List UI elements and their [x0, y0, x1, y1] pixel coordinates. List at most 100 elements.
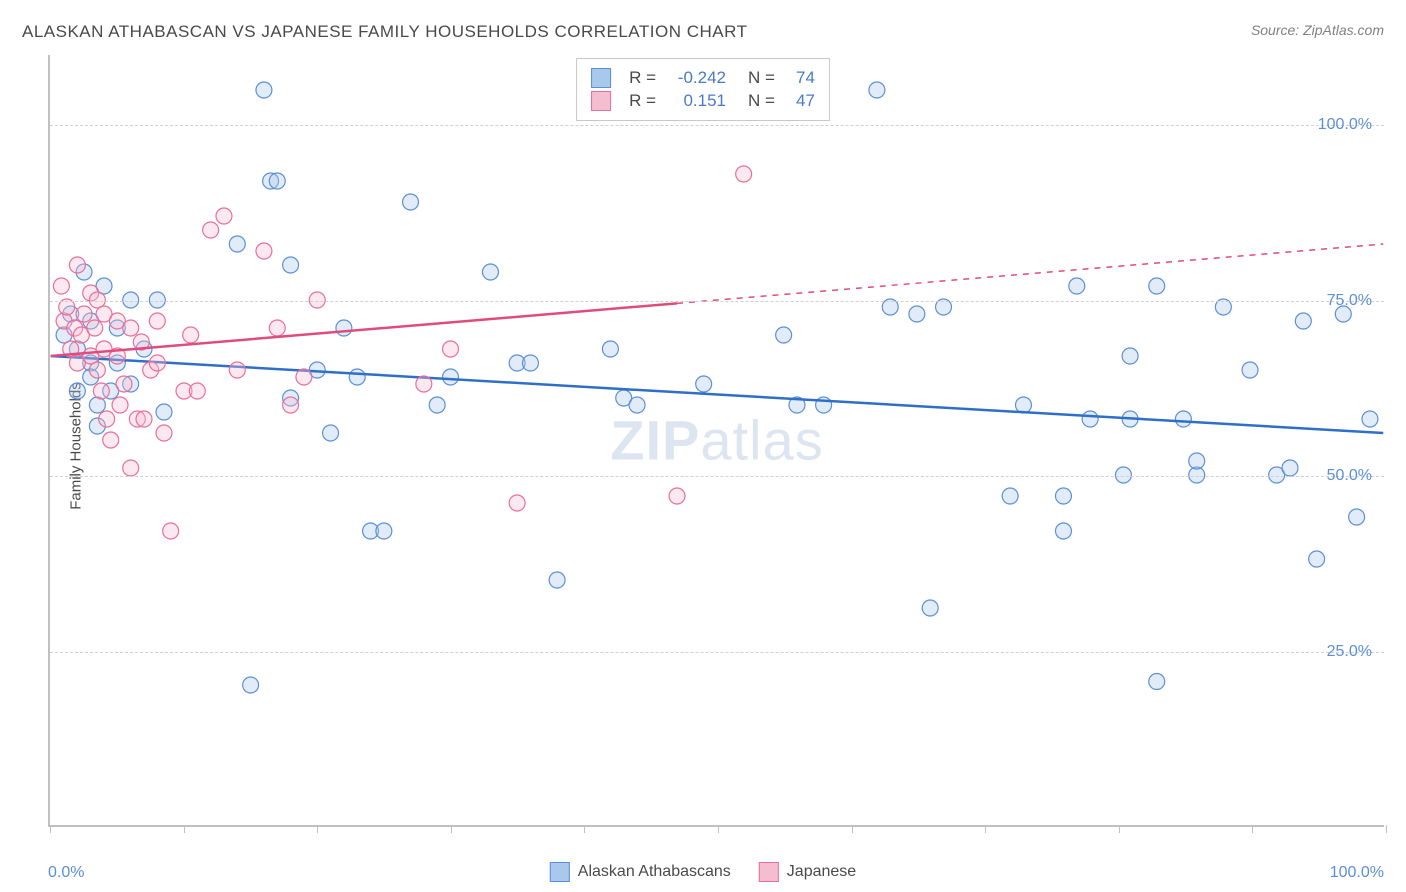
data-point [229, 236, 245, 252]
data-point [522, 355, 538, 371]
data-point [669, 488, 685, 504]
stat-r-value: 0.151 [666, 91, 726, 111]
series-legend: Alaskan Athabascans Japanese [550, 862, 856, 882]
stat-r-value: -0.242 [666, 68, 726, 88]
data-point [736, 166, 752, 182]
data-point [229, 362, 245, 378]
legend-swatch [591, 68, 611, 88]
source-label: Source: ZipAtlas.com [1251, 22, 1384, 38]
stat-r-label: R = [629, 68, 656, 88]
data-point [696, 376, 712, 392]
data-point [602, 341, 618, 357]
data-point [123, 460, 139, 476]
data-point [189, 383, 205, 399]
data-point [509, 495, 525, 511]
trend-line-solid [51, 303, 677, 356]
legend-swatch [759, 862, 779, 882]
stat-n-label: N = [748, 68, 775, 88]
x-tick [50, 825, 51, 833]
data-point [349, 369, 365, 385]
data-point [269, 173, 285, 189]
data-point [922, 600, 938, 616]
plot-svg [50, 55, 1384, 825]
legend-item: Japanese [759, 862, 856, 882]
stat-r-label: R = [629, 91, 656, 111]
legend-item: Alaskan Athabascans [550, 862, 731, 882]
data-point [1295, 313, 1311, 329]
x-tick [985, 825, 986, 833]
data-point [1362, 411, 1378, 427]
data-point [93, 383, 109, 399]
data-point [416, 376, 432, 392]
data-point [156, 425, 172, 441]
y-tick-label: 25.0% [1327, 643, 1372, 661]
data-point [163, 523, 179, 539]
data-point [243, 677, 259, 693]
data-point [1149, 674, 1165, 690]
data-point [1069, 278, 1085, 294]
data-point [53, 278, 69, 294]
gridline-h [50, 301, 1384, 302]
x-axis-start-label: 0.0% [48, 864, 84, 882]
x-tick [1252, 825, 1253, 833]
data-point [443, 369, 459, 385]
data-point [136, 411, 152, 427]
data-point [376, 523, 392, 539]
data-point [256, 243, 272, 259]
gridline-h [50, 476, 1384, 477]
x-tick [451, 825, 452, 833]
data-point [549, 572, 565, 588]
x-tick [584, 825, 585, 833]
legend-label: Japanese [787, 863, 856, 880]
data-point [1115, 467, 1131, 483]
stats-legend-row: R = -0.242 N = 74 [591, 68, 815, 88]
data-point [69, 383, 85, 399]
data-point [149, 355, 165, 371]
data-point [87, 320, 103, 336]
x-tick [184, 825, 185, 833]
data-point [323, 425, 339, 441]
correlation-chart: ALASKAN ATHABASCAN VS JAPANESE FAMILY HO… [0, 0, 1406, 892]
data-point [203, 222, 219, 238]
data-point [123, 320, 139, 336]
trend-line-solid [51, 356, 1384, 433]
data-point [482, 264, 498, 280]
data-point [336, 320, 352, 336]
data-point [443, 341, 459, 357]
data-point [1016, 397, 1032, 413]
gridline-h [50, 125, 1384, 126]
data-point [776, 327, 792, 343]
data-point [269, 320, 285, 336]
stat-n-label: N = [748, 91, 775, 111]
data-point [183, 327, 199, 343]
chart-title: ALASKAN ATHABASCAN VS JAPANESE FAMILY HO… [22, 22, 747, 42]
data-point [296, 369, 312, 385]
data-point [283, 397, 299, 413]
stat-n-value: 47 [785, 91, 815, 111]
data-point [216, 208, 232, 224]
x-tick [718, 825, 719, 833]
data-point [629, 397, 645, 413]
data-point [89, 362, 105, 378]
data-point [1055, 488, 1071, 504]
legend-label: Alaskan Athabascans [578, 863, 731, 880]
stats-legend-row: R = 0.151 N = 47 [591, 91, 815, 111]
x-tick [1119, 825, 1120, 833]
data-point [403, 194, 419, 210]
legend-swatch [591, 91, 611, 111]
x-axis-end-label: 100.0% [1330, 864, 1384, 882]
data-point [429, 397, 445, 413]
trend-line-dashed [677, 244, 1383, 303]
data-point [116, 376, 132, 392]
data-point [283, 257, 299, 273]
data-point [1175, 411, 1191, 427]
y-tick-label: 75.0% [1327, 292, 1372, 310]
stat-n-value: 74 [785, 68, 815, 88]
data-point [1189, 453, 1205, 469]
data-point [69, 257, 85, 273]
data-point [1122, 348, 1138, 364]
data-point [1282, 460, 1298, 476]
gridline-h [50, 652, 1384, 653]
data-point [1082, 411, 1098, 427]
data-point [1309, 551, 1325, 567]
